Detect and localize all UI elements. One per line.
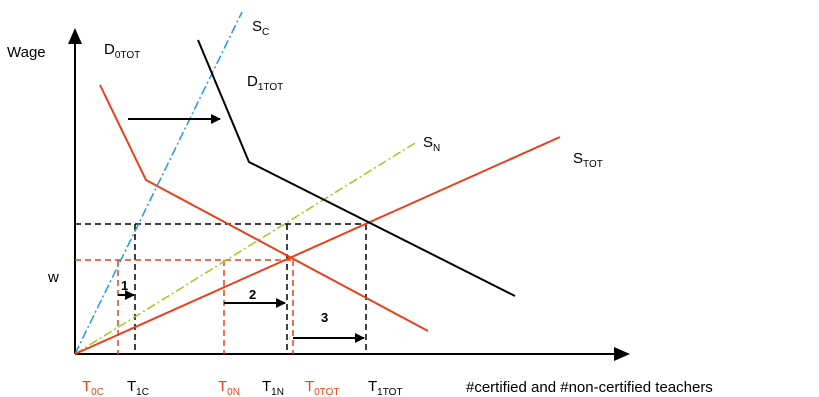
sn-curve bbox=[74, 142, 416, 355]
y-axis-label: Wage bbox=[7, 44, 46, 61]
d0tot-curve bbox=[99, 84, 429, 332]
x-axis-arrowhead bbox=[614, 347, 630, 361]
sc-label: SC bbox=[252, 18, 269, 38]
tick-t1n: T1N bbox=[262, 378, 284, 397]
shift-label-1: 1 bbox=[121, 278, 128, 293]
sc-curve bbox=[74, 11, 243, 355]
x-axis-label: #certified and #non-certified teachers bbox=[466, 379, 713, 396]
shift-label-3: 3 bbox=[321, 310, 328, 325]
sn-label: SN bbox=[423, 134, 440, 154]
d1tot-curve bbox=[197, 39, 516, 297]
shift-label-2: 2 bbox=[249, 287, 256, 302]
tick-t1tot: T1TOT bbox=[368, 378, 403, 397]
tick-t1c: T1C bbox=[127, 378, 149, 397]
tick-t0c: T0C bbox=[82, 378, 104, 397]
d1tot-label: D1TOT bbox=[247, 73, 283, 93]
d0tot-label: D0TOT bbox=[104, 41, 140, 61]
stot-label: STOT bbox=[573, 150, 603, 170]
wage-w-label: w bbox=[47, 269, 59, 286]
stot-curve bbox=[74, 136, 561, 355]
y-axis-arrowhead bbox=[68, 28, 82, 44]
tick-t0tot: T0TOT bbox=[305, 378, 340, 397]
tick-t0n: T0N bbox=[218, 378, 240, 397]
